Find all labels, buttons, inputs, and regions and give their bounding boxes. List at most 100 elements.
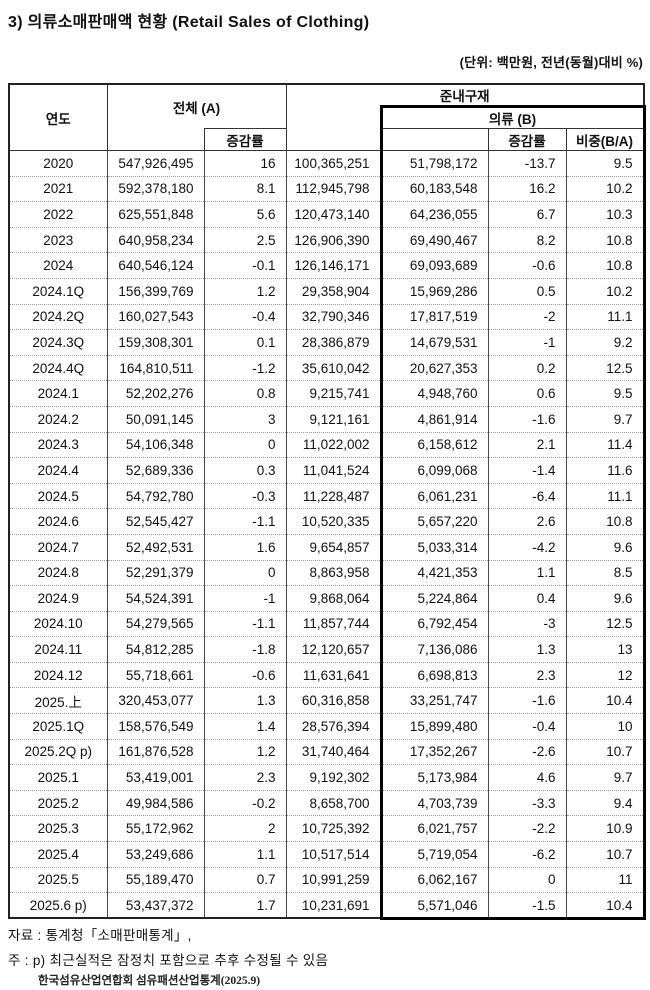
value-cell: -1.1 bbox=[203, 508, 287, 535]
year-cell: 2024.11 bbox=[8, 636, 108, 663]
value-cell: 53,419,001 bbox=[106, 764, 205, 791]
value-cell: 5,657,220 bbox=[379, 508, 489, 535]
value-cell: 16 bbox=[203, 150, 287, 177]
value-cell: 4,703,739 bbox=[379, 789, 489, 817]
value-cell: -2 bbox=[487, 303, 567, 331]
table-row: 2024.5 54,792,780 -0.3 11,228,487 6,061,231-… bbox=[8, 482, 646, 510]
value-cell: -0.4 bbox=[487, 713, 567, 740]
value-cell: 51,798,172 bbox=[379, 150, 489, 177]
value-cell: 10.4 bbox=[565, 892, 646, 920]
semi-durable-value-header-cell bbox=[285, 106, 382, 151]
value-cell: 54,524,391 bbox=[106, 585, 205, 612]
retail-sales-table: 연도 전체 (A) 준내구재 의류 (B) 증감률 증감률 비중(B/A) 20… bbox=[8, 83, 646, 920]
footnote-provisional: 주 : p) 최근실적은 잠정치 포함으로 추후 수정될 수 있음 bbox=[8, 953, 329, 968]
value-cell: 2.3 bbox=[203, 764, 287, 791]
table-row: 2025.2 49,984,586 -0.2 8,658,700 4,703,739 -3… bbox=[8, 789, 646, 817]
value-cell: 10.2 bbox=[565, 175, 646, 203]
value-cell: 31,740,464 bbox=[285, 738, 382, 766]
value-cell: 10.2 bbox=[565, 277, 646, 305]
year-cell: 2025.3 bbox=[8, 815, 108, 843]
value-cell: 6,021,757 bbox=[379, 815, 489, 843]
value-cell: 6,062,167 bbox=[379, 866, 489, 894]
year-cell: 2025.1 bbox=[8, 764, 108, 791]
value-cell: 8.2 bbox=[487, 226, 567, 254]
value-cell: 0.6 bbox=[487, 380, 567, 407]
year-cell: 2021 bbox=[8, 175, 108, 203]
value-cell: 64,236,055 bbox=[379, 201, 489, 228]
year-cell: 2024.4 bbox=[8, 457, 108, 484]
table-row: 2024.2 50,091,145 3 9,121,161 4,861,914 -1.6 9… bbox=[8, 405, 646, 433]
footnote-organization: 한국섬유산업연합회 섬유패션산업통계(2025.9) bbox=[38, 975, 261, 987]
value-cell: 0 bbox=[203, 559, 287, 587]
value-cell: 11,041,524 bbox=[285, 457, 382, 484]
table-row: 2025.5 55,189,470 0.7 10,991,259 6,062,167 0 1… bbox=[8, 866, 646, 894]
value-cell: 164,810,511 bbox=[106, 354, 205, 382]
value-cell: 12,120,657 bbox=[285, 636, 382, 663]
value-cell: 52,689,336 bbox=[106, 457, 205, 484]
col-header-clothing-growth: 증감률 bbox=[487, 128, 567, 151]
table-row: 2024.10 54,279,565 -1.1 11,857,744 6,792,454… bbox=[8, 610, 646, 638]
value-cell: 0.3 bbox=[203, 457, 287, 484]
value-cell: 120,473,140 bbox=[285, 201, 382, 228]
value-cell: 4,948,760 bbox=[379, 380, 489, 407]
value-cell: 5,224,864 bbox=[379, 585, 489, 612]
value-cell: -0.2 bbox=[203, 789, 287, 817]
table-row: 2024.3 54,106,348 0 11,022,002 6,158,612 2.1 1… bbox=[8, 431, 646, 459]
value-cell: 6.7 bbox=[487, 201, 567, 228]
value-cell: 1.3 bbox=[487, 636, 567, 663]
value-cell: 640,546,124 bbox=[106, 252, 205, 279]
value-cell: 53,437,372 bbox=[106, 892, 205, 920]
value-cell: 10,517,514 bbox=[285, 841, 382, 868]
unit-note: (단위: 백만원, 전년(동월)대비 %) bbox=[459, 55, 643, 70]
year-cell: 2024.5 bbox=[8, 482, 108, 510]
table-row: 2024.3Q 159,308,301 0.1 28,386,879 14,679,53… bbox=[8, 329, 646, 356]
page-title: 3) 의류소매판매액 현황 (Retail Sales of Clothing) bbox=[8, 14, 370, 31]
value-cell: 0.8 bbox=[203, 380, 287, 407]
value-cell: -6.4 bbox=[487, 482, 567, 510]
value-cell: 0.5 bbox=[487, 277, 567, 305]
table-row: 2025.上 320,453,077 1.3 60,316,858 33,251,747… bbox=[8, 687, 646, 715]
value-cell: 32,790,346 bbox=[285, 303, 382, 331]
value-cell: -6.2 bbox=[487, 841, 567, 868]
value-cell: -4.2 bbox=[487, 533, 567, 561]
value-cell: 15,969,286 bbox=[379, 277, 489, 305]
value-cell: 5,173,984 bbox=[379, 764, 489, 791]
value-cell: 9,121,161 bbox=[285, 405, 382, 433]
value-cell: 55,189,470 bbox=[106, 866, 205, 894]
value-cell: 2.1 bbox=[487, 431, 567, 459]
value-cell: 15,899,480 bbox=[379, 713, 489, 740]
value-cell: 53,249,686 bbox=[106, 841, 205, 868]
total-value-header-cell bbox=[106, 128, 205, 151]
value-cell: 3 bbox=[203, 405, 287, 433]
year-cell: 2020 bbox=[8, 150, 108, 177]
value-cell: 9.7 bbox=[565, 764, 646, 791]
value-cell: 16.2 bbox=[487, 175, 567, 203]
value-cell: 1.1 bbox=[203, 841, 287, 868]
value-cell: -3.3 bbox=[487, 789, 567, 817]
year-cell: 2024.3 bbox=[8, 431, 108, 459]
value-cell: 9.5 bbox=[565, 380, 646, 407]
table-row: 2024 640,546,124 -0.1 126,146,171 69,093,689… bbox=[8, 252, 646, 279]
table-row: 2025.6 p) 53,437,372 1.7 10,231,691 5,571,04… bbox=[8, 892, 646, 920]
value-cell: 9.7 bbox=[565, 405, 646, 433]
value-cell: 160,027,543 bbox=[106, 303, 205, 331]
year-cell: 2024.7 bbox=[8, 533, 108, 561]
value-cell: 1.2 bbox=[203, 277, 287, 305]
year-cell: 2024.10 bbox=[8, 610, 108, 638]
value-cell: 55,172,962 bbox=[106, 815, 205, 843]
value-cell: 112,945,798 bbox=[285, 175, 382, 203]
value-cell: 126,906,390 bbox=[285, 226, 382, 254]
value-cell: -0.6 bbox=[203, 661, 287, 689]
year-cell: 2024.8 bbox=[8, 559, 108, 587]
col-header-semi-durable: 준내구재 bbox=[285, 83, 645, 107]
value-cell: 0.4 bbox=[487, 585, 567, 612]
table-header: 연도 전체 (A) 준내구재 의류 (B) 증감률 증감률 비중(B/A) bbox=[8, 83, 646, 151]
value-cell: 625,551,848 bbox=[106, 201, 205, 228]
value-cell: -2.2 bbox=[487, 815, 567, 843]
year-cell: 2025.1Q bbox=[8, 713, 108, 740]
year-cell: 2024.2Q bbox=[8, 303, 108, 331]
clothing-value-header-cell bbox=[379, 128, 489, 151]
value-cell: 11.6 bbox=[565, 457, 646, 484]
value-cell: 52,545,427 bbox=[106, 508, 205, 535]
